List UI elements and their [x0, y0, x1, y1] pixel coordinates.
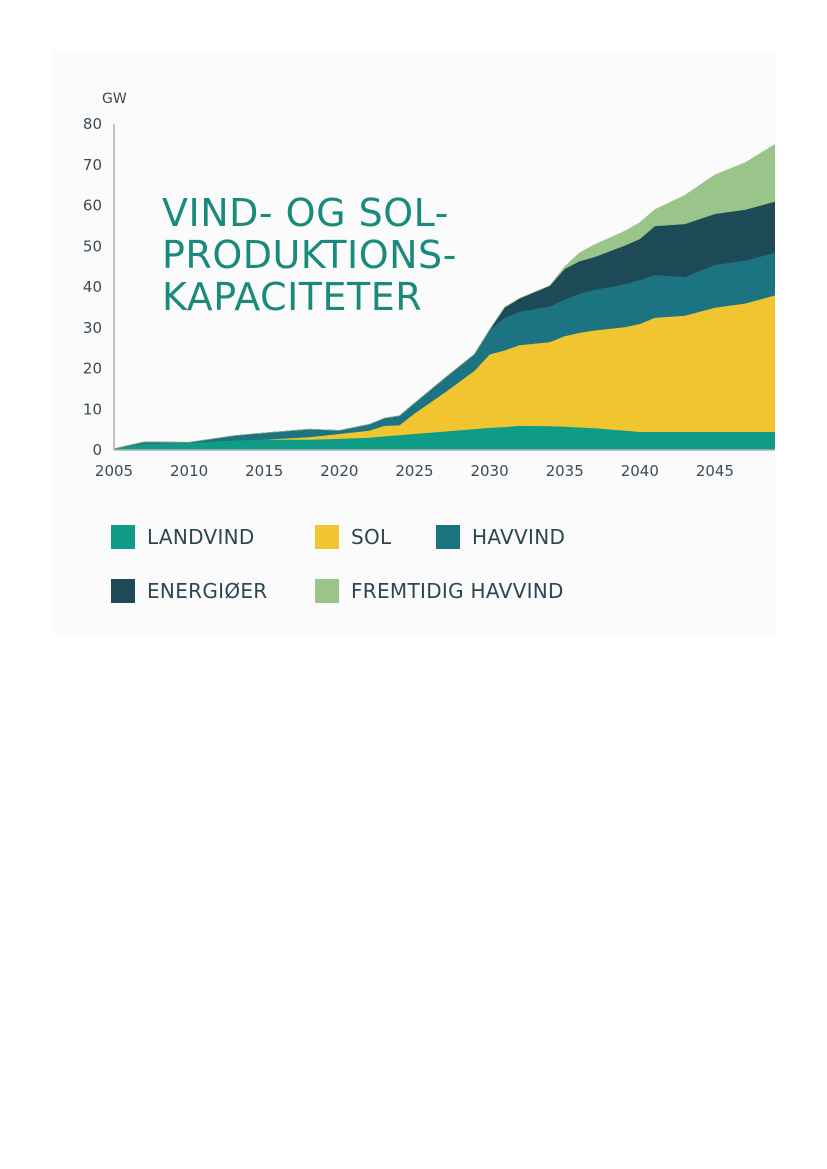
legend-label: ENERGIØER	[147, 579, 268, 603]
legend-item-havvind: HAVVIND	[436, 524, 565, 550]
x-tick-label: 2020	[320, 462, 358, 480]
legend-label: LANDVIND	[147, 525, 255, 549]
y-tick-label: 30	[83, 319, 102, 337]
legend-swatch	[111, 579, 135, 603]
legend-item-landvind: LANDVIND	[111, 524, 255, 550]
legend-label: HAVVIND	[472, 525, 566, 549]
chart-title-line: PRODUKTIONS-	[162, 233, 457, 277]
legend-swatch	[315, 525, 339, 549]
y-tick-label: 70	[83, 156, 102, 174]
y-tick-label: 0	[92, 441, 102, 459]
y-tick-label: 10	[83, 400, 102, 418]
x-tick-label: 2025	[395, 462, 433, 480]
legend-item-energioer: ENERGIØER	[111, 578, 268, 604]
legend-swatch	[111, 525, 135, 549]
y-tick-label: 50	[83, 237, 102, 255]
chart-title-line: VIND- OG SOL-	[162, 191, 449, 235]
legend-swatch	[315, 579, 339, 603]
chart-title: VIND- OG SOL- PRODUKTIONS- KAPACITETER	[162, 192, 457, 318]
y-tick-label: 60	[83, 197, 102, 215]
y-tick-label: 40	[83, 278, 102, 296]
x-tick-label: 2005	[95, 462, 133, 480]
y-tick-label: 20	[83, 360, 102, 378]
x-tick-label: 2045	[696, 462, 734, 480]
x-tick-label: 2010	[170, 462, 208, 480]
x-tick-label: 2015	[245, 462, 283, 480]
chart-title-line: KAPACITETER	[162, 275, 423, 319]
chart-figure: 0 10 20 30 40 50 60 70 80 2005 2010 2015 2020 2025 203…	[52, 52, 775, 635]
y-tick-label: 80	[83, 115, 102, 133]
legend-label: FREMTIDIG HAVVIND	[351, 579, 564, 603]
legend-label: SOL	[351, 525, 392, 549]
x-tick-label: 2040	[621, 462, 659, 480]
x-tick-label: 2035	[546, 462, 584, 480]
legend-swatch	[436, 525, 460, 549]
area-series-fremtidig-havvind	[113, 144, 775, 450]
x-tick-label: 2030	[470, 462, 508, 480]
legend-item-fremtidig-havvind: FREMTIDIG HAVVIND	[315, 578, 564, 604]
legend-item-sol: SOL	[315, 524, 391, 550]
y-unit-label: GW	[102, 91, 127, 107]
